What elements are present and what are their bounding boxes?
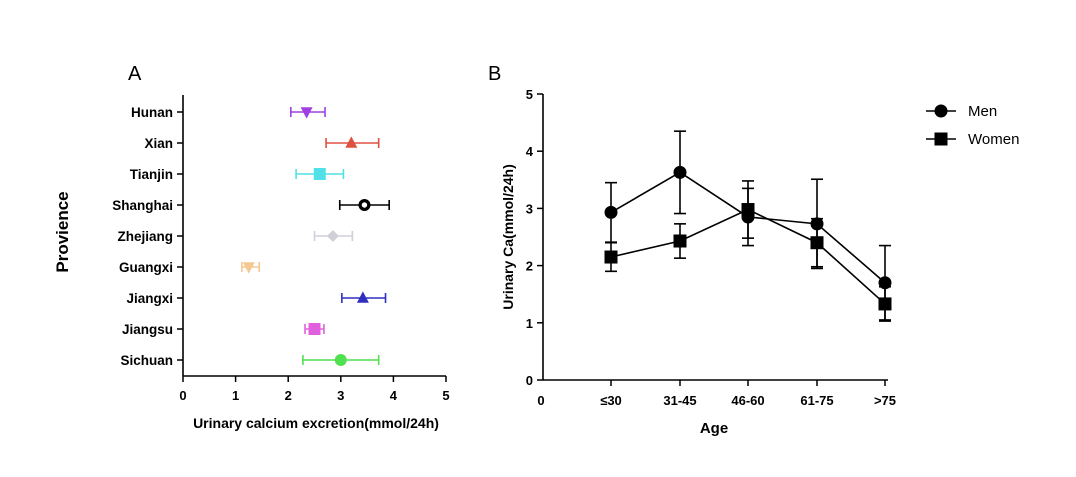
panel-a-point-marker [326,230,339,242]
panel-b-point-marker [673,234,687,248]
panel-b-x-axis-label: Age [700,420,728,437]
panel-a-category-label: Zhejiang [117,229,173,244]
panel-b-x-tick-label: 61-75 [800,393,833,408]
panel-a-category-label: Xian [144,136,173,151]
panel-a-point-marker [356,291,369,303]
panel-a-x-tick-label: 1 [232,388,239,403]
panel-a-row: Hunan [131,105,326,120]
panel-a-row: Xian [144,136,380,151]
panel-a-x-tick-label: 4 [390,388,398,403]
panel-b-x-tick-label: >75 [874,393,896,408]
panel-b-legend-label: Men [968,103,997,120]
panel-a-row: Jiangsu [122,322,325,337]
panel-a-category-label: Sichuan [120,353,173,368]
panel-a-x-tick-label: 2 [285,388,292,403]
panel-b-y-tick-label: 2 [526,259,533,274]
panel-a-point-marker [345,136,358,148]
panel-a-row: Zhejiang [117,229,354,244]
panel-b-x-tick-label: 46-60 [731,393,764,408]
panel-b-y-tick-label: 4 [526,144,534,159]
panel-b-x-origin-label: 0 [537,393,544,408]
panel-a-point-marker [242,262,255,274]
panel-a-row: Tianjin [130,167,345,182]
panel-a-label: A [128,63,142,85]
panel-b-point-marker [673,165,687,179]
panel-a-point-marker-center [361,202,368,208]
panel-a-point-marker [313,168,326,180]
panel-b-y-tick-label: 3 [526,201,533,216]
panel-a-rows: Hunan Xian Tianjin Shanghai Zhejiang Guangxi J… [112,105,390,368]
panel-b-label: B [488,63,501,85]
panel-a-x-ticks: 0 1 2 3 4 5 [179,376,450,403]
panel-a-forest-plot: A Provience Urinary calcium excretion(mm… [53,63,450,431]
panel-b-x-ticks: ≤30 31-45 46-60 61-75 >75 [600,380,896,408]
panel-a-row: Shanghai [112,198,390,213]
panel-a-category-label: Tianjin [130,167,173,182]
panel-b-point-marker [741,203,755,217]
panel-b-legend-item: Men [926,103,997,120]
panel-b-series-women [604,180,892,322]
panel-a-x-axis-label: Urinary calcium excretion(mmol/24h) [193,415,439,431]
panel-a-row: Sichuan [120,353,380,368]
panel-a-x-tick-label: 0 [179,388,186,403]
panel-b-line-chart: B Urinary Ca(mmol/24h) Age 0 0 1 2 3 4 5 ≤30 3… [488,63,1019,437]
panel-b-y-ticks: 0 1 2 3 4 5 [526,87,543,388]
panel-b-point-marker [604,250,618,264]
panel-b-legend-label: Women [968,131,1019,148]
panel-a-category-label: Guangxi [119,260,173,275]
panel-a-row: Guangxi [119,260,261,275]
panel-a-category-label: Shanghai [112,198,173,213]
panel-b-x-tick-label: ≤30 [600,393,622,408]
panel-b-series [604,130,892,322]
panel-a-point-marker [334,354,347,366]
panel-b-y-tick-label: 0 [526,373,533,388]
panel-b-y-tick-label: 5 [526,87,533,102]
panel-b-x-tick-label: 31-45 [663,393,696,408]
panel-a-point-marker [308,323,321,335]
panel-a-x-tick-label: 5 [442,388,449,403]
panel-b-point-marker [878,297,892,311]
panel-b-point-marker [604,205,618,219]
panel-b-legend-marker [934,132,948,146]
panel-b-y-axis-label: Urinary Ca(mmol/24h) [500,164,516,309]
panel-b-legend-marker [934,104,948,118]
panel-a-category-label: Jiangsu [122,322,173,337]
panel-a-y-axis-label: Provience [53,191,72,272]
panel-a-category-label: Hunan [131,105,173,120]
panel-a-row: Jiangxi [126,291,387,306]
panel-b-y-tick-label: 1 [526,316,533,331]
panel-b-legend-item: Women [926,131,1019,148]
panel-a-point-marker [300,107,313,119]
panel-b-point-marker [810,236,824,250]
panel-a-category-label: Jiangxi [126,291,173,306]
panel-a-x-tick-label: 3 [337,388,344,403]
panel-b-legend: Men Women [926,103,1019,148]
